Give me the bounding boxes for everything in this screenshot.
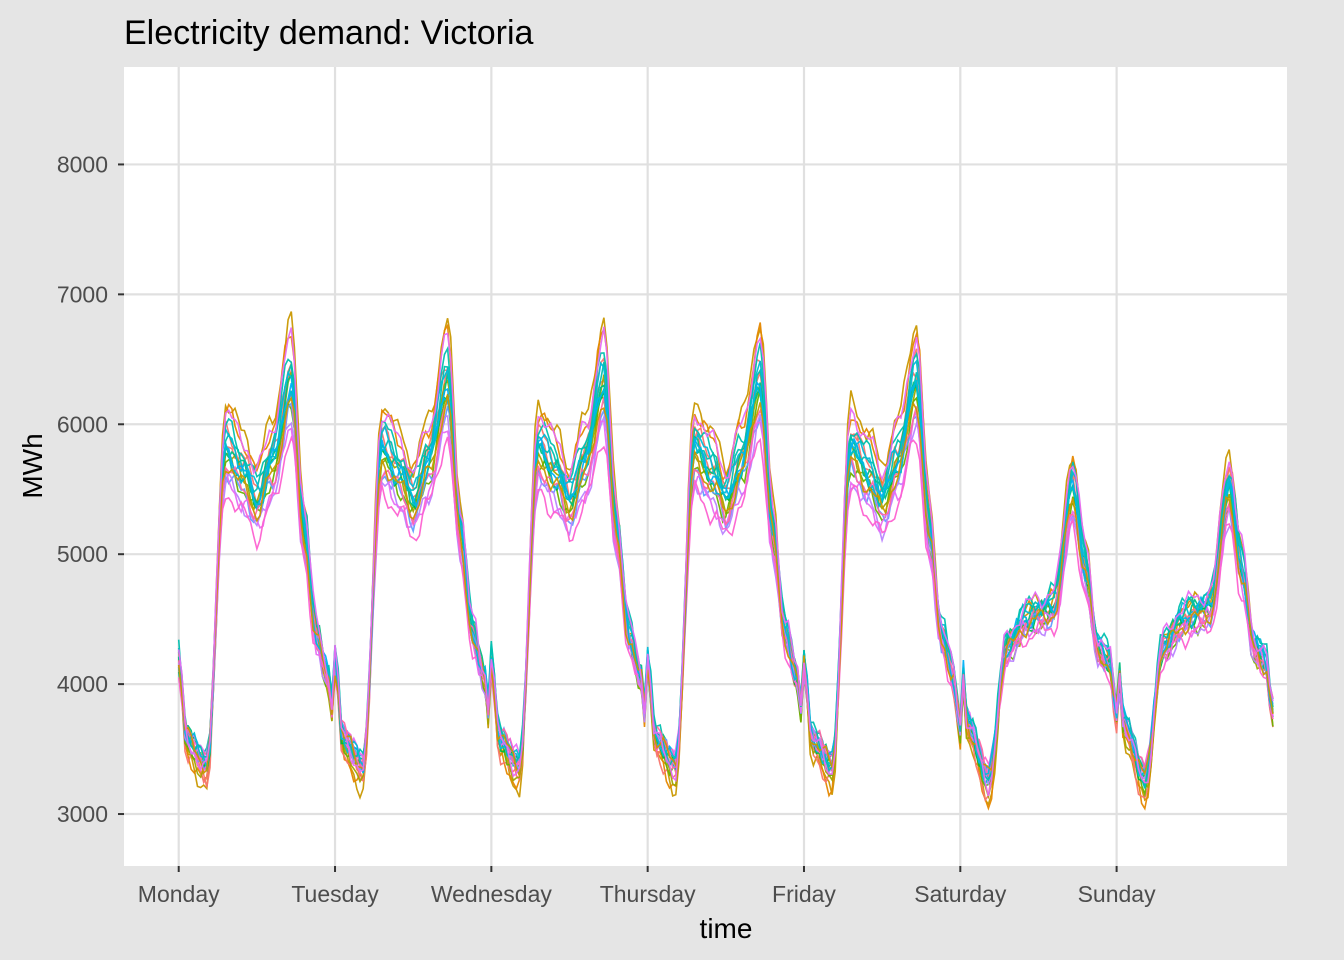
x-tick-label: Monday [138, 881, 220, 907]
series-line [177, 394, 1274, 778]
x-axis-title: time [700, 913, 753, 944]
x-tick-label: Saturday [914, 881, 1007, 907]
axes: 3000 4000 5000 6000 7000 8000 Monday Tuesday Wed… [57, 151, 1156, 907]
x-tick-label: Sunday [1078, 881, 1157, 907]
y-tick-label: 7000 [57, 281, 108, 307]
x-tick-label: Thursday [600, 881, 696, 907]
y-tick-label: 3000 [57, 801, 108, 827]
y-tick-label: 8000 [57, 151, 108, 177]
x-tick-label: Wednesday [431, 881, 553, 907]
y-tick-label: 4000 [57, 671, 108, 697]
y-axis-title: MWh [17, 433, 48, 498]
x-tick-label: Friday [772, 881, 836, 907]
series-line [177, 326, 1274, 797]
series-line [177, 342, 1274, 790]
y-tick-label: 6000 [57, 411, 108, 437]
x-tick-label: Tuesday [291, 881, 379, 907]
chart-title: Electricity demand: Victoria [124, 14, 534, 52]
series-lines [177, 311, 1274, 811]
major-gridlines [124, 67, 1287, 866]
y-tick-label: 5000 [57, 541, 108, 567]
